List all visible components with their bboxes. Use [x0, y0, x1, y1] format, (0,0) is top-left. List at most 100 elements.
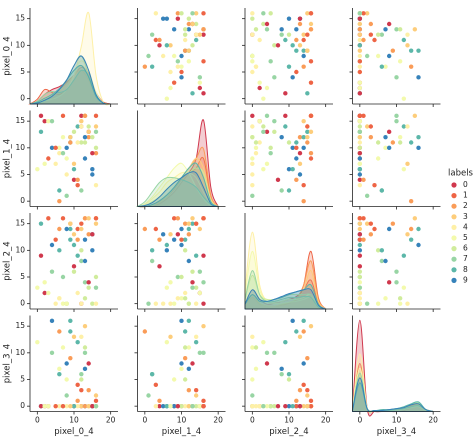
legend-label: 5	[463, 233, 468, 242]
scatter-point	[357, 182, 363, 188]
scatter-point	[82, 350, 88, 356]
scatter-point	[375, 156, 381, 161]
scatter-point	[93, 301, 99, 306]
scatter-point	[201, 323, 206, 329]
legend-marker	[451, 214, 457, 220]
scatter-point	[386, 21, 392, 27]
scatter-point	[149, 258, 155, 264]
scatter-point	[82, 280, 88, 285]
scatter-point	[357, 11, 363, 16]
scatter-point	[357, 237, 363, 242]
scatter-point	[268, 11, 273, 16]
scatter-point	[68, 134, 73, 140]
scatter-point	[250, 32, 255, 37]
scatter-point	[35, 166, 40, 172]
scatter-point	[408, 140, 414, 145]
scatter-point	[364, 301, 370, 306]
panel: 0 10 20 0 5 10 15	[15, 315, 118, 425]
panel: 0 5 10 15	[15, 110, 118, 210]
scatter-point	[272, 350, 277, 356]
scatter-point	[82, 134, 88, 140]
scatter-point	[75, 253, 80, 258]
legend-label: 4	[463, 222, 468, 231]
scatter-point	[357, 264, 363, 269]
scatter-point	[164, 403, 170, 409]
y-tick-label: 15	[15, 321, 25, 330]
scatter-point	[408, 198, 414, 204]
scatter-point	[57, 371, 62, 377]
scatter-point	[190, 285, 195, 290]
scatter-point	[93, 403, 99, 409]
scatter-point	[197, 80, 203, 85]
scatter-point	[305, 387, 310, 393]
scatter-point	[264, 129, 270, 135]
scatter-point	[75, 140, 80, 145]
scatter-point	[42, 403, 47, 409]
scatter-point	[412, 113, 418, 119]
scatter-point	[190, 21, 195, 27]
scatter-point	[201, 91, 206, 96]
scatter-point	[250, 53, 255, 59]
scatter-point	[71, 161, 77, 167]
scatter-point	[182, 48, 188, 53]
scatter-point	[394, 27, 399, 32]
scatter-point	[261, 96, 266, 101]
scatter-point	[186, 318, 192, 324]
scatter-point	[57, 226, 62, 232]
scatter-point	[305, 355, 310, 361]
scatter-point	[257, 118, 262, 124]
scatter-point	[257, 37, 262, 43]
scatter-point	[250, 11, 255, 16]
scatter-point	[272, 118, 277, 124]
kde-area	[29, 64, 111, 105]
scatter-point	[305, 91, 310, 96]
scatter-point	[201, 280, 206, 285]
y-tick-label: 0	[20, 94, 25, 103]
scatter-point	[394, 75, 399, 80]
x-tick-label: 0	[250, 416, 255, 425]
scatter-point	[46, 403, 51, 409]
scatter-point	[397, 296, 403, 301]
scatter-point	[305, 403, 310, 409]
scatter-point	[250, 59, 255, 64]
scatter-point	[79, 387, 84, 393]
scatter-point	[297, 134, 303, 140]
scatter-point	[175, 11, 181, 16]
scatter-point	[79, 140, 84, 145]
scatter-point	[57, 296, 62, 301]
scatter-point	[301, 118, 306, 124]
scatter-point	[264, 403, 270, 409]
scatter-point	[193, 253, 199, 258]
scatter-point	[401, 96, 407, 101]
scatter-point	[250, 161, 255, 167]
scatter-point	[179, 237, 184, 242]
scatter-point	[175, 274, 181, 280]
scatter-point	[368, 21, 374, 27]
scatter-point	[153, 11, 159, 16]
scatter-point	[90, 172, 95, 177]
scatter-point	[297, 334, 303, 340]
scatter-point	[57, 150, 62, 156]
scatter-point	[153, 37, 159, 43]
scatter-point	[357, 296, 363, 301]
panel	[242, 8, 333, 107]
scatter-point	[171, 301, 177, 306]
scatter-point	[301, 318, 306, 324]
legend-title: labels	[448, 169, 474, 179]
scatter-point	[90, 150, 95, 156]
scatter-point	[86, 134, 91, 140]
scatter-point	[146, 393, 151, 398]
scatter-point	[79, 334, 84, 340]
scatter-point	[79, 221, 84, 226]
scatter-point	[261, 129, 266, 135]
scatter-point	[146, 301, 151, 306]
scatter-point	[182, 377, 188, 382]
scatter-point	[182, 248, 188, 253]
scatter-point	[264, 85, 270, 91]
scatter-point	[201, 301, 206, 306]
scatter-point	[305, 393, 310, 398]
kde-area	[244, 288, 326, 310]
scatter-point	[86, 387, 91, 393]
scatter-point	[357, 290, 363, 296]
legend-label: 9	[463, 275, 468, 284]
